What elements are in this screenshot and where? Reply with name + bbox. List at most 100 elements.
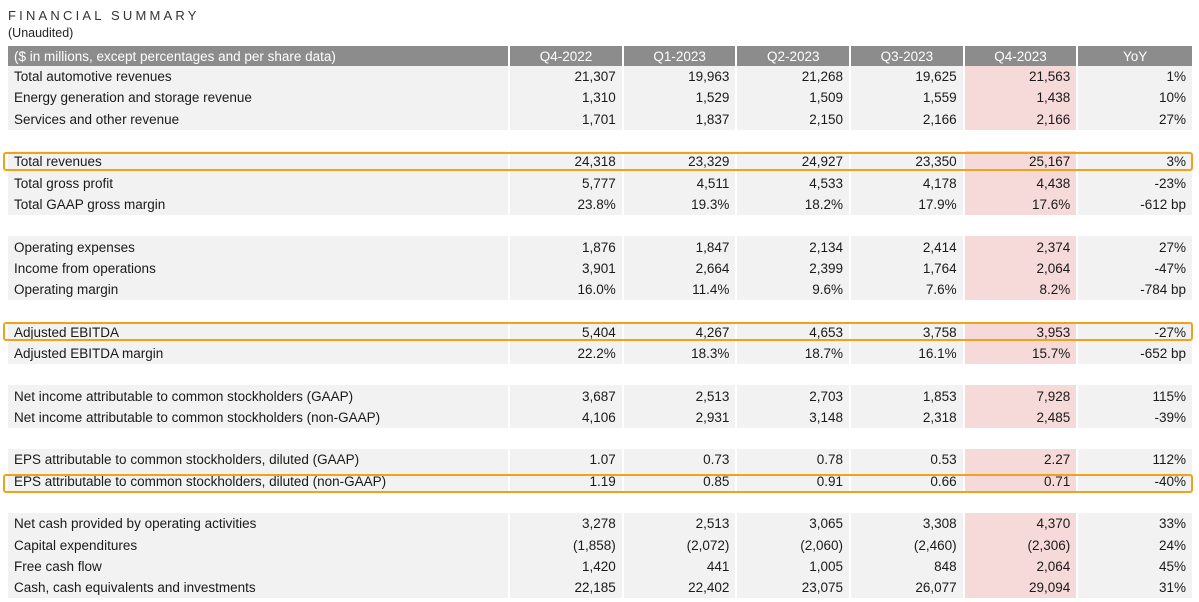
spacer-cell (1078, 491, 1192, 514)
table-cell: 0.66 (851, 470, 965, 492)
table-cell: -47% (1078, 257, 1192, 279)
spacer-cell (964, 428, 1079, 450)
table-cell: 22,402 (623, 577, 738, 599)
table-cell: 23,075 (737, 577, 852, 599)
spacer-cell (851, 428, 965, 450)
row-label: Operating margin (8, 278, 511, 301)
table-cell: 2,134 (737, 236, 852, 258)
row-label: Total automotive revenues (8, 66, 511, 88)
table-cell: 4,106 (510, 406, 624, 429)
table-row: Free cash flow 1,420 441 1,005 848 2,064 45% (8, 555, 1192, 578)
table-cell: 17.6% (964, 193, 1079, 216)
table-cell: 7,928 (964, 385, 1079, 407)
table-cell: 16.1% (851, 342, 965, 365)
table-row: Total automotive revenues 21,307 19,963 21,… (8, 66, 1192, 88)
table-row: Total revenues 24,318 23,329 24,927 23,350 25… (8, 151, 1192, 173)
table-cell: 2,931 (623, 406, 738, 429)
table-cell: -23% (1078, 172, 1192, 194)
table-cell: 22.2% (510, 342, 624, 365)
row-label: Free cash flow (8, 555, 511, 578)
table-cell: 2,166 (964, 108, 1079, 130)
spacer-cell (8, 491, 511, 514)
spacer-row (8, 215, 1192, 237)
table-cell: 3,758 (851, 321, 965, 343)
spacer-cell (623, 215, 738, 237)
spacer-cell (851, 300, 965, 322)
financial-summary-table: ($ in millions, except percentages and p… (8, 46, 1192, 599)
table-cell: (2,460) (851, 534, 965, 556)
row-label: Total gross profit (8, 172, 511, 194)
table-cell: 45% (1078, 555, 1192, 578)
table-cell: 2,318 (851, 406, 965, 429)
table-cell: 4,533 (737, 172, 852, 194)
table-cell: -39% (1078, 406, 1192, 429)
table-cell: -27% (1078, 321, 1192, 343)
table-cell: 1,529 (623, 87, 738, 109)
table-cell: 2,414 (851, 236, 965, 258)
row-label: Cash, cash equivalents and investments (8, 577, 511, 599)
spacer-cell (1078, 215, 1192, 237)
table-row: Energy generation and storage revenue 1,3… (8, 87, 1192, 109)
table-row: Adjusted EBITDA 5,404 4,267 4,653 3,758 3,953… (8, 321, 1192, 343)
table-cell: 4,653 (737, 321, 852, 343)
column-header-q1-2023: Q1-2023 (623, 46, 738, 66)
table-cell: -784 bp (1078, 278, 1192, 301)
row-label: Net income attributable to common stockh… (8, 385, 511, 407)
table-cell: 19,625 (851, 66, 965, 88)
header-row: ($ in millions, except percentages and p… (8, 46, 1192, 66)
table-cell: 2,399 (737, 257, 852, 279)
spacer-cell (510, 428, 624, 450)
table-cell: (2,306) (964, 534, 1079, 556)
spacer-cell (8, 215, 511, 237)
spacer-row (8, 300, 1192, 322)
table-cell: 27% (1078, 236, 1192, 258)
table-cell: 3,065 (737, 513, 852, 535)
spacer-cell (964, 129, 1079, 152)
table-cell: 19.3% (623, 193, 738, 216)
table-cell: 1,509 (737, 87, 852, 109)
table-cell: 0.71 (964, 470, 1079, 492)
table-cell: 3,901 (510, 257, 624, 279)
table-cell: 115% (1078, 385, 1192, 407)
table-row: EPS attributable to common stockholders,… (8, 470, 1192, 492)
table-row: Net income attributable to common stockh… (8, 406, 1192, 429)
table-cell: 1.19 (510, 470, 624, 492)
table-cell: 3,953 (964, 321, 1079, 343)
table-cell: 2,150 (737, 108, 852, 130)
table-row: Total gross profit 5,777 4,511 4,533 4,178 4,… (8, 172, 1192, 194)
table-cell: 18.2% (737, 193, 852, 216)
table-row: Total GAAP gross margin 23.8% 19.3% 18.2% 17… (8, 193, 1192, 216)
table-row: EPS attributable to common stockholders,… (8, 449, 1192, 471)
row-label: Adjusted EBITDA margin (8, 342, 511, 365)
spacer-cell (964, 215, 1079, 237)
table-cell: (2,060) (737, 534, 852, 556)
table-cell: 2,664 (623, 257, 738, 279)
table-cell: 22,185 (510, 577, 624, 599)
table-cell: 21,307 (510, 66, 624, 88)
spacer-cell (1078, 129, 1192, 152)
spacer-cell (623, 364, 738, 386)
table-cell: 4,370 (964, 513, 1079, 535)
table-row: Net cash provided by operating activitie… (8, 513, 1192, 535)
row-label: Net cash provided by operating activitie… (8, 513, 511, 535)
table-cell: 8.2% (964, 278, 1079, 301)
table-cell: 2,513 (623, 385, 738, 407)
spacer-row (8, 129, 1192, 152)
table-cell: 4,438 (964, 172, 1079, 194)
table-cell: 1,876 (510, 236, 624, 258)
table-cell: 29,094 (964, 577, 1079, 599)
column-header-q2-2023: Q2-2023 (737, 46, 852, 66)
spacer-cell (623, 428, 738, 450)
spacer-cell (737, 300, 852, 322)
row-label: EPS attributable to common stockholders,… (8, 449, 511, 471)
table-cell: 2,485 (964, 406, 1079, 429)
table-cell: 2,064 (964, 257, 1079, 279)
spacer-cell (510, 215, 624, 237)
table-cell: 27% (1078, 108, 1192, 130)
spacer-cell (737, 364, 852, 386)
table-cell: 2,166 (851, 108, 965, 130)
table-cell: 1,764 (851, 257, 965, 279)
table-cell: 1,847 (623, 236, 738, 258)
table-cell: 0.73 (623, 449, 738, 471)
table-cell: 4,178 (851, 172, 965, 194)
